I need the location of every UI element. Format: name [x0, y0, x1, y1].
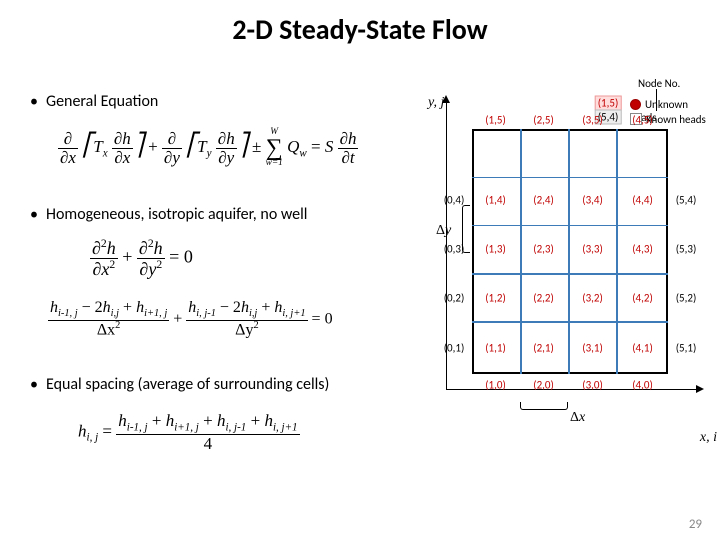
equation-average: hi, j = hi-1, j + hi+1, j + hi, j-1 + hi…	[78, 412, 300, 453]
equation-general: ∂∂x ⎡Tx ∂h∂x⎤ + ∂∂y ⎡Ty ∂h∂y⎤ ± W∑w=1 Qw…	[58, 128, 358, 168]
grid-node-unknown: (3,2)	[582, 292, 603, 305]
grid-node-unknown: (1,0)	[485, 379, 506, 392]
grid-node-unknown: (3,4)	[582, 194, 603, 207]
grid-node-unknown: (1,4)	[485, 194, 506, 207]
bullet-3: •Equal spacing (average of surrounding c…	[30, 375, 329, 394]
grid-node-known: (5,1)	[676, 342, 697, 355]
grid-node-unknown: (3,5)	[582, 114, 603, 127]
grid-node-known: (5,3)	[676, 243, 697, 256]
grid-node-unknown: (2,4)	[533, 194, 554, 207]
example-unknown-node: (1,5)	[595, 96, 622, 111]
grid-node-unknown: (4,3)	[632, 243, 653, 256]
equation-laplace: ∂2h∂x2 + ∂2h∂y2 = 0	[90, 238, 193, 279]
node-no-label: Node No.	[638, 77, 680, 90]
equation-fd: hi-1, j − 2hi,j + hi+1, j Δx2 + hi, j-1 …	[48, 300, 333, 339]
grid-node-unknown: (2,3)	[533, 243, 554, 256]
grid-node-known: (0,1)	[444, 342, 465, 355]
page-number: 29	[689, 517, 702, 532]
grid-node-unknown: (4,2)	[632, 292, 653, 305]
grid-node-known: (0,4)	[444, 194, 465, 207]
bullet-2-text: Homogeneous, isotropic aquifer, no well	[46, 205, 307, 224]
grid-node-unknown: (4,1)	[632, 342, 653, 355]
slide-title: 2-D Steady-State Flow	[0, 12, 720, 47]
bullet-3-text: Equal spacing (average of surrounding ce…	[46, 375, 329, 394]
grid-node-unknown: (3,0)	[582, 379, 603, 392]
grid-node-unknown: (2,0)	[533, 379, 554, 392]
y-axis-arrowhead	[442, 95, 450, 103]
bullet-1: •General Equation	[30, 92, 158, 111]
grid-node-unknown: (1,3)	[485, 243, 506, 256]
x-axis-arrow	[446, 389, 696, 390]
grid-node-known: (0,3)	[444, 243, 465, 256]
dx-brace	[520, 402, 568, 410]
nodes-layer: (1,5)(2,5)(3,5)(4,5)(1,0)(2,0)(3,0)(4,0)…	[472, 129, 668, 374]
dy-label: Δy	[436, 223, 451, 239]
grid-node-unknown: (1,5)	[485, 114, 506, 127]
grid-node-unknown: (2,1)	[533, 342, 554, 355]
grid-node-unknown: (3,3)	[582, 243, 603, 256]
dx-label: Δx	[570, 410, 585, 426]
axis-x-label: x, i	[700, 430, 717, 446]
bullet-1-text: General Equation	[46, 92, 158, 111]
grid-node-unknown: (4,4)	[632, 194, 653, 207]
grid-node-unknown: (1,2)	[485, 292, 506, 305]
grid-node-unknown: (1,1)	[485, 342, 506, 355]
grid-node-known: (5,2)	[676, 292, 697, 305]
bullet-2: •Homogeneous, isotropic aquifer, no well	[30, 205, 307, 224]
grid-node-known: (5,4)	[676, 194, 697, 207]
grid-node-unknown: (4,0)	[632, 379, 653, 392]
x-axis-arrowhead	[696, 385, 704, 393]
grid-diagram: y, j x, i Node No. Unknown heads Known h…	[458, 95, 713, 430]
grid-node-unknown: (2,5)	[533, 114, 554, 127]
grid-node-unknown: (2,2)	[533, 292, 554, 305]
grid-node-unknown: (4,5)	[632, 114, 653, 127]
grid-node-unknown: (3,1)	[582, 342, 603, 355]
grid-node-known: (0,2)	[444, 292, 465, 305]
